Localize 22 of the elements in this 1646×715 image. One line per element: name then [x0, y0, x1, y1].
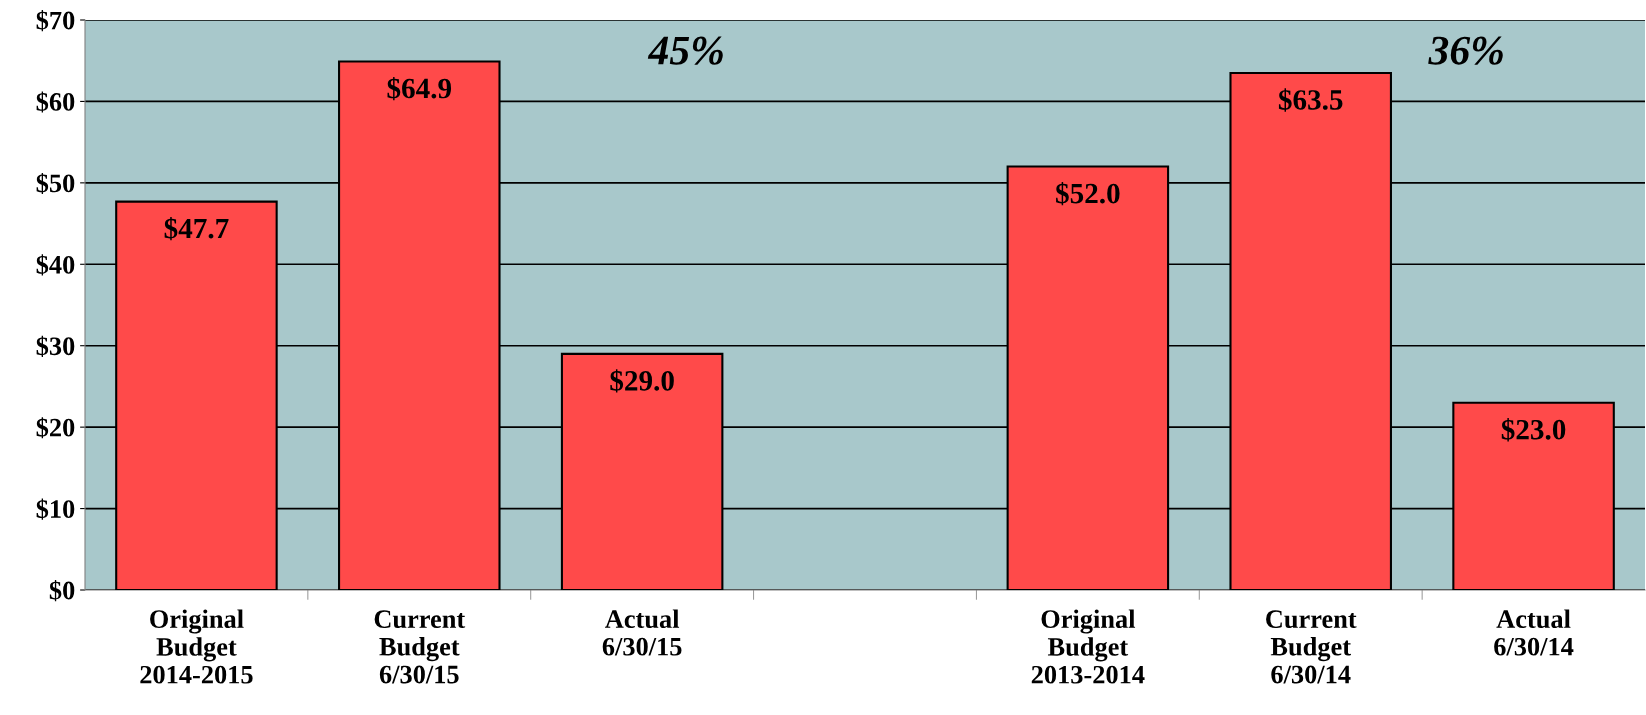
- y-tick-label: $70: [36, 10, 75, 32]
- data-label: $63.5: [1278, 88, 1343, 112]
- x-tick-label: Current Budget 6/30/14: [1266, 610, 1357, 684]
- annotation: 36%: [1428, 36, 1503, 65]
- y-tick-label: $10: [36, 498, 75, 520]
- data-label: $64.9: [387, 76, 452, 101]
- y-tick-label: $0: [49, 580, 75, 602]
- data-label: $23.0: [1501, 418, 1566, 442]
- y-tick-label: $40: [36, 254, 75, 276]
- x-tick-label: Actual 6/30/15: [602, 609, 682, 656]
- y-tick-label: $50: [36, 172, 75, 195]
- annotation: 45%: [647, 36, 723, 65]
- x-tick-label: Original Budget 2014-2015: [140, 609, 253, 684]
- x-tick-label: Current Budget 6/30/15: [374, 610, 466, 684]
- x-tick-label: Actual 6/30/14: [1494, 609, 1574, 656]
- y-tick-label: $20: [36, 417, 75, 439]
- data-label: $47.7: [164, 216, 229, 241]
- data-label: $29.0: [610, 369, 674, 393]
- data-label: $52.0: [1056, 181, 1120, 206]
- x-tick-label: Original Budget 2013-2014: [1031, 609, 1145, 684]
- y-tick-label: $60: [36, 91, 75, 113]
- y-tick-label: $30: [36, 335, 75, 357]
